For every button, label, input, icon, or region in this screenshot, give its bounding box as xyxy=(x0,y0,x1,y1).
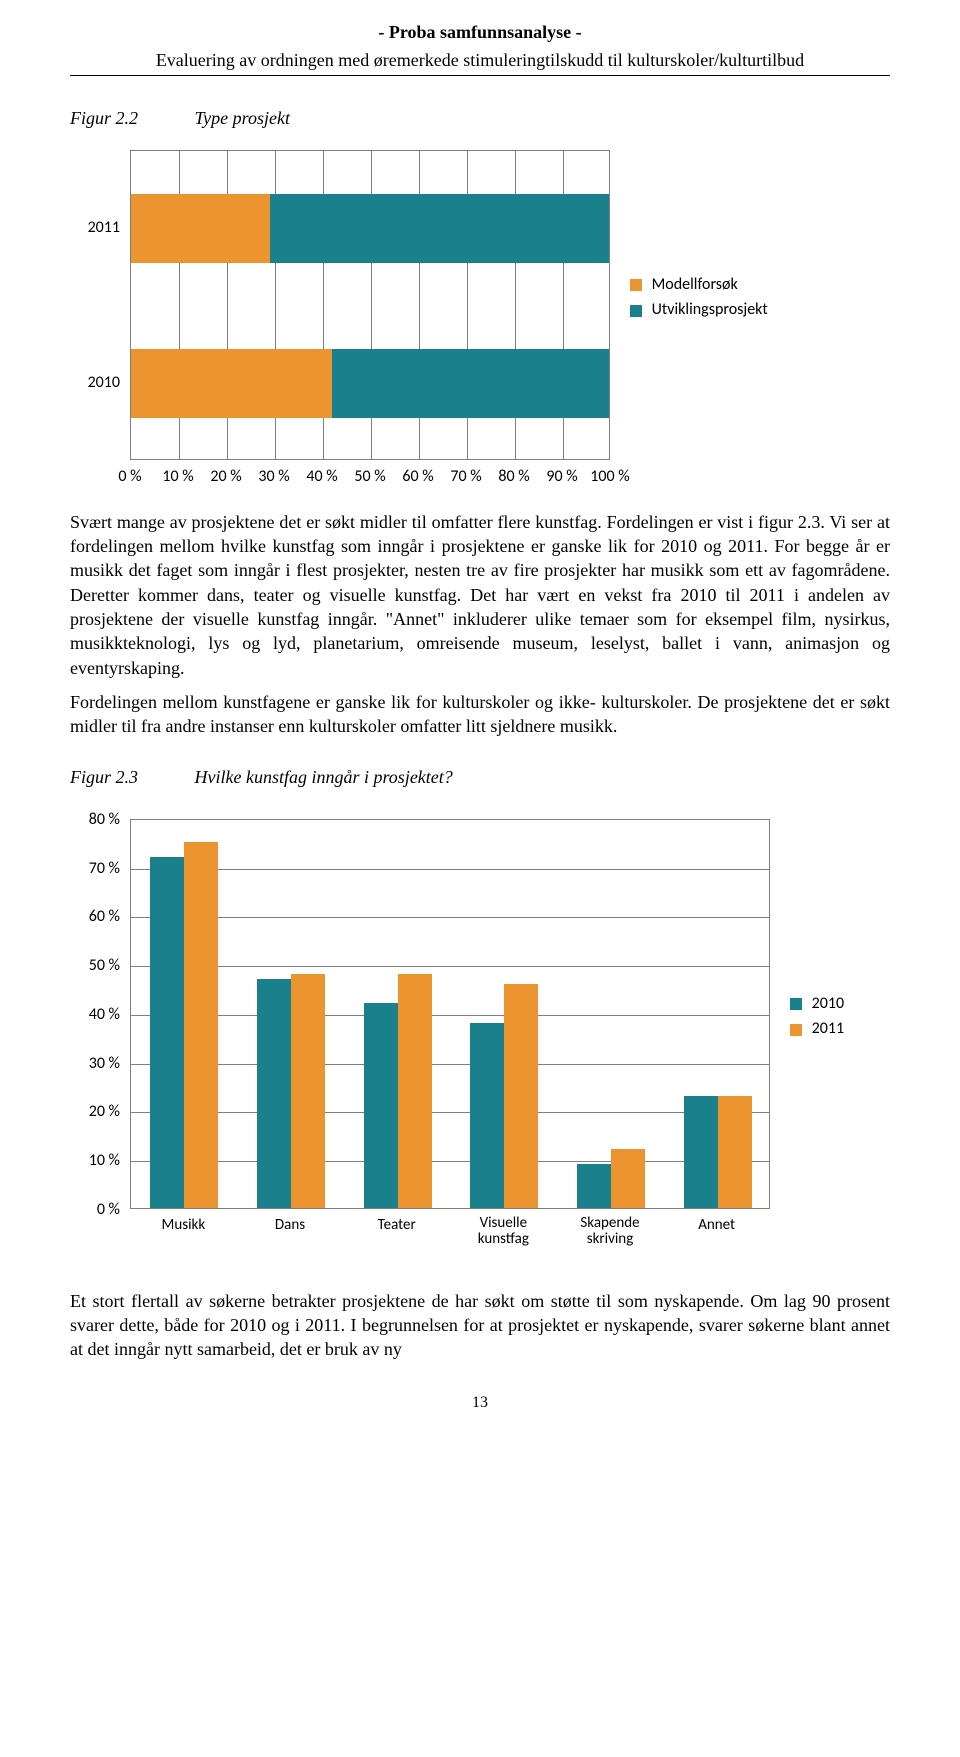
figure1-caption: Figur 2.2 Type prosjekt xyxy=(70,106,890,130)
figure2-chart: 2010 2011 0 % 10 % 20 % 30 % 40 % 50 % 60 % 70 … xyxy=(70,809,890,1279)
x-tick-label: 100 % xyxy=(590,466,629,488)
y-tick-label: 0 % xyxy=(70,1199,120,1221)
x-tick-label: 60 % xyxy=(402,466,433,488)
x-tick-label: 50 % xyxy=(354,466,385,488)
bar xyxy=(504,984,538,1208)
bar xyxy=(364,1003,398,1208)
legend-label: 2010 xyxy=(812,994,844,1013)
legend-swatch xyxy=(790,1024,802,1036)
bar xyxy=(718,1096,752,1208)
figure1-caption-num: Figur 2.2 xyxy=(70,106,190,130)
y-tick-label: 10 % xyxy=(70,1150,120,1172)
bar-segment xyxy=(332,349,609,419)
bar xyxy=(257,979,291,1208)
figure2-plot-area xyxy=(130,819,770,1209)
figure1-chart: Modellforsøk Utviklingsprosjekt 0 % 10 % 2… xyxy=(70,140,890,500)
y-tick-label: 60 % xyxy=(70,906,120,928)
x-tick-label: 80 % xyxy=(498,466,529,488)
y-tick-label: 30 % xyxy=(70,1053,120,1075)
figure2-legend: 2010 2011 xyxy=(790,989,844,1044)
bar xyxy=(291,974,325,1208)
legend-item-2010: 2010 xyxy=(790,993,844,1015)
bar-segment xyxy=(131,349,332,419)
y-category-label: 2010 xyxy=(70,372,120,394)
bar-segment xyxy=(270,194,609,264)
bar xyxy=(184,842,218,1208)
doc-subtitle: Evaluering av ordningen med øremerkede s… xyxy=(70,48,890,72)
legend-label: 2011 xyxy=(812,1019,844,1038)
figure1-legend: Modellforsøk Utviklingsprosjekt xyxy=(630,270,768,325)
x-category-label: Visuelle kunstfag xyxy=(458,1215,548,1248)
bar xyxy=(150,857,184,1208)
x-category-label: Annet xyxy=(698,1215,735,1235)
bar xyxy=(577,1164,611,1208)
figure2-caption-text: Hvilke kunstfag inngår i prosjektet? xyxy=(195,767,453,787)
y-tick-label: 40 % xyxy=(70,1004,120,1026)
body-paragraph-2: Fordelingen mellom kunstfagene er ganske… xyxy=(70,690,890,739)
doc-title: - Proba samfunnsanalyse - xyxy=(70,20,890,44)
x-tick-label: 30 % xyxy=(258,466,289,488)
figure1-plot-area xyxy=(130,150,610,460)
y-tick-label: 80 % xyxy=(70,809,120,831)
figure1-caption-text: Type prosjekt xyxy=(195,108,290,128)
body-paragraph-1: Svært mange av prosjektene det er søkt m… xyxy=(70,510,890,680)
bar xyxy=(684,1096,718,1208)
legend-item-2011: 2011 xyxy=(790,1018,844,1040)
x-tick-label: 40 % xyxy=(306,466,337,488)
y-category-label: 2011 xyxy=(70,217,120,239)
x-tick-label: 10 % xyxy=(162,466,193,488)
legend-swatch xyxy=(630,305,642,317)
bar xyxy=(470,1023,504,1208)
legend-swatch xyxy=(790,998,802,1010)
x-tick-label: 20 % xyxy=(210,466,241,488)
x-category-label: Skapende skriving xyxy=(565,1215,655,1248)
x-tick-label: 70 % xyxy=(450,466,481,488)
y-tick-label: 50 % xyxy=(70,955,120,977)
legend-label: Modellforsøk xyxy=(652,275,738,294)
bar xyxy=(398,974,432,1208)
legend-item-utviklingsprosjekt: Utviklingsprosjekt xyxy=(630,299,768,321)
page-number: 13 xyxy=(70,1392,890,1414)
x-tick-label: 90 % xyxy=(546,466,577,488)
bar xyxy=(611,1149,645,1208)
y-tick-label: 20 % xyxy=(70,1101,120,1123)
y-tick-label: 70 % xyxy=(70,858,120,880)
x-category-label: Dans xyxy=(275,1215,305,1235)
figure2-caption-num: Figur 2.3 xyxy=(70,765,190,789)
figure2-caption: Figur 2.3 Hvilke kunstfag inngår i prosj… xyxy=(70,765,890,789)
legend-swatch xyxy=(630,279,642,291)
bar-segment xyxy=(131,194,270,264)
body-paragraph-3: Et stort flertall av søkerne betrakter p… xyxy=(70,1289,890,1362)
legend-item-modellforsok: Modellforsøk xyxy=(630,274,768,296)
header-rule xyxy=(70,75,890,76)
x-tick-label: 0 % xyxy=(118,466,141,488)
x-category-label: Musikk xyxy=(162,1215,206,1235)
x-category-label: Teater xyxy=(378,1215,416,1235)
legend-label: Utviklingsprosjekt xyxy=(652,300,768,319)
